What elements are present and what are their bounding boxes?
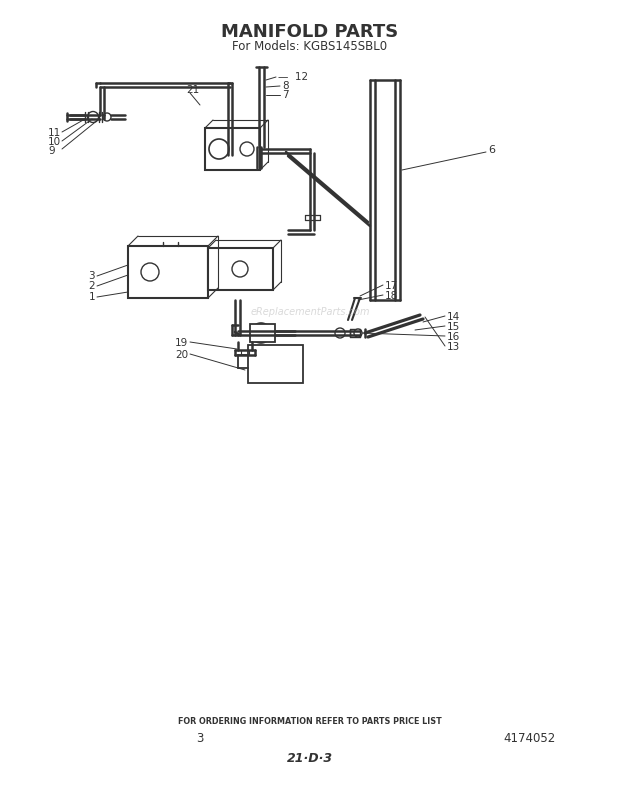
Circle shape	[335, 328, 345, 338]
Text: 16: 16	[447, 332, 460, 342]
Circle shape	[251, 323, 271, 343]
Text: 3: 3	[89, 271, 95, 281]
Bar	[250, 324, 275, 342]
Text: 11: 11	[48, 128, 61, 138]
Circle shape	[256, 328, 266, 338]
Text: eReplacementParts.com: eReplacementParts.com	[250, 307, 370, 317]
Text: 8: 8	[282, 81, 289, 91]
Circle shape	[87, 111, 99, 122]
Circle shape	[103, 113, 111, 121]
Text: 10: 10	[48, 137, 61, 147]
Text: 7: 7	[282, 90, 289, 100]
Text: 4174052: 4174052	[504, 732, 556, 744]
Bar	[248, 345, 303, 383]
Text: 18: 18	[385, 291, 398, 301]
Text: 20: 20	[175, 350, 188, 360]
Text: 1: 1	[89, 292, 95, 302]
Bar	[128, 246, 208, 298]
Circle shape	[232, 261, 248, 277]
Text: MANIFOLD PARTS: MANIFOLD PARTS	[221, 23, 399, 41]
Text: 19: 19	[175, 338, 188, 348]
Text: FOR ORDERING INFORMATION REFER TO PARTS PRICE LIST: FOR ORDERING INFORMATION REFER TO PARTS …	[178, 717, 442, 727]
Bar	[350, 329, 360, 337]
Bar	[205, 128, 260, 170]
Text: —  12: — 12	[278, 72, 308, 82]
Text: 13: 13	[447, 342, 460, 352]
Circle shape	[240, 142, 254, 156]
Circle shape	[141, 263, 159, 281]
Text: 3: 3	[197, 732, 204, 744]
Text: 21: 21	[187, 85, 200, 95]
Text: 2: 2	[89, 281, 95, 291]
Circle shape	[354, 329, 362, 337]
Text: 14: 14	[447, 312, 460, 322]
Text: 9: 9	[48, 146, 55, 156]
Bar	[208, 248, 273, 290]
Text: For Models: KGBS145SBL0: For Models: KGBS145SBL0	[232, 40, 388, 52]
Text: 6: 6	[488, 145, 495, 155]
Circle shape	[209, 139, 229, 159]
Text: 21·D·3: 21·D·3	[287, 751, 333, 765]
Text: 15: 15	[447, 322, 460, 332]
Text: 17: 17	[385, 281, 398, 291]
